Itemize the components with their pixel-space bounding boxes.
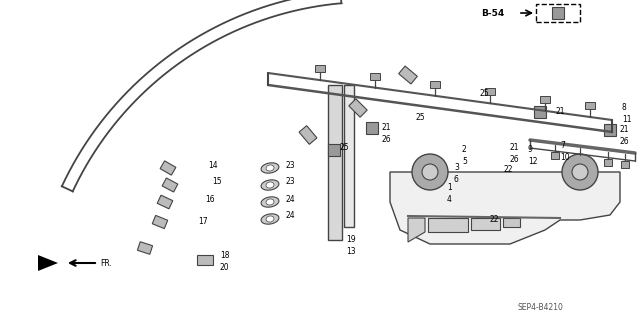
Text: 4: 4 xyxy=(447,196,452,204)
Polygon shape xyxy=(261,180,279,190)
Bar xyxy=(540,96,550,103)
Bar xyxy=(536,4,580,22)
Polygon shape xyxy=(408,218,425,242)
Polygon shape xyxy=(261,214,279,224)
Text: 6: 6 xyxy=(454,175,459,185)
Polygon shape xyxy=(266,165,274,171)
Text: 13: 13 xyxy=(346,247,356,257)
Text: 7: 7 xyxy=(560,140,565,149)
Text: 26: 26 xyxy=(381,135,390,145)
Polygon shape xyxy=(261,197,279,207)
Text: 19: 19 xyxy=(346,236,356,244)
Text: 23: 23 xyxy=(285,161,294,170)
Polygon shape xyxy=(162,178,178,192)
Text: 24: 24 xyxy=(285,195,294,204)
Text: 25: 25 xyxy=(415,114,424,123)
Polygon shape xyxy=(266,216,274,222)
Polygon shape xyxy=(152,215,168,228)
Polygon shape xyxy=(266,199,274,205)
Text: 1: 1 xyxy=(447,183,452,193)
Polygon shape xyxy=(261,163,279,173)
Text: 15: 15 xyxy=(212,178,221,187)
Text: 21: 21 xyxy=(555,108,564,116)
Polygon shape xyxy=(471,218,500,230)
Text: 22: 22 xyxy=(503,165,513,174)
Text: 18: 18 xyxy=(220,251,230,260)
Text: 2: 2 xyxy=(462,146,467,155)
Text: 11: 11 xyxy=(622,116,632,124)
Bar xyxy=(315,65,325,72)
Polygon shape xyxy=(138,242,152,254)
Circle shape xyxy=(572,164,588,180)
Text: 16: 16 xyxy=(205,196,214,204)
Bar xyxy=(370,73,380,80)
Bar xyxy=(621,161,629,168)
Text: 10: 10 xyxy=(560,153,570,162)
Bar xyxy=(552,7,564,19)
Polygon shape xyxy=(160,161,176,175)
Polygon shape xyxy=(390,172,620,244)
Text: 23: 23 xyxy=(285,178,294,187)
Text: B-54: B-54 xyxy=(481,9,504,18)
Bar xyxy=(328,85,342,240)
Text: 5: 5 xyxy=(462,157,467,166)
Text: 26: 26 xyxy=(510,156,520,164)
Text: 21: 21 xyxy=(510,143,520,153)
Bar xyxy=(551,152,559,159)
Polygon shape xyxy=(428,218,468,232)
Text: 25: 25 xyxy=(480,89,490,98)
Circle shape xyxy=(562,154,598,190)
Bar xyxy=(585,102,595,109)
Text: 22: 22 xyxy=(489,215,499,225)
Polygon shape xyxy=(38,255,58,271)
Text: 25: 25 xyxy=(340,143,349,153)
Text: 14: 14 xyxy=(208,161,218,170)
Text: 20: 20 xyxy=(220,262,230,271)
Polygon shape xyxy=(266,182,274,188)
Polygon shape xyxy=(299,126,317,144)
Bar xyxy=(430,81,440,88)
Circle shape xyxy=(412,154,448,190)
Bar xyxy=(534,106,546,118)
Text: FR.: FR. xyxy=(100,259,112,268)
Bar xyxy=(604,124,616,136)
Text: 17: 17 xyxy=(198,217,207,226)
Text: 21: 21 xyxy=(620,125,630,134)
Bar xyxy=(576,155,584,162)
Text: 12: 12 xyxy=(528,157,538,166)
Polygon shape xyxy=(197,255,213,265)
Bar xyxy=(366,122,378,134)
Polygon shape xyxy=(157,195,173,209)
Text: 24: 24 xyxy=(285,212,294,220)
Text: 26: 26 xyxy=(620,138,630,147)
Circle shape xyxy=(422,164,438,180)
Bar xyxy=(604,159,612,166)
Bar xyxy=(344,85,354,227)
Text: 21: 21 xyxy=(381,124,390,132)
Text: 8: 8 xyxy=(622,103,627,113)
Polygon shape xyxy=(503,218,520,227)
Bar xyxy=(328,144,340,156)
Text: SEP4-B4210: SEP4-B4210 xyxy=(518,303,564,313)
Bar xyxy=(485,88,495,95)
Polygon shape xyxy=(349,99,367,117)
Text: 9: 9 xyxy=(528,146,533,155)
Polygon shape xyxy=(399,66,417,84)
Text: 3: 3 xyxy=(454,164,459,172)
